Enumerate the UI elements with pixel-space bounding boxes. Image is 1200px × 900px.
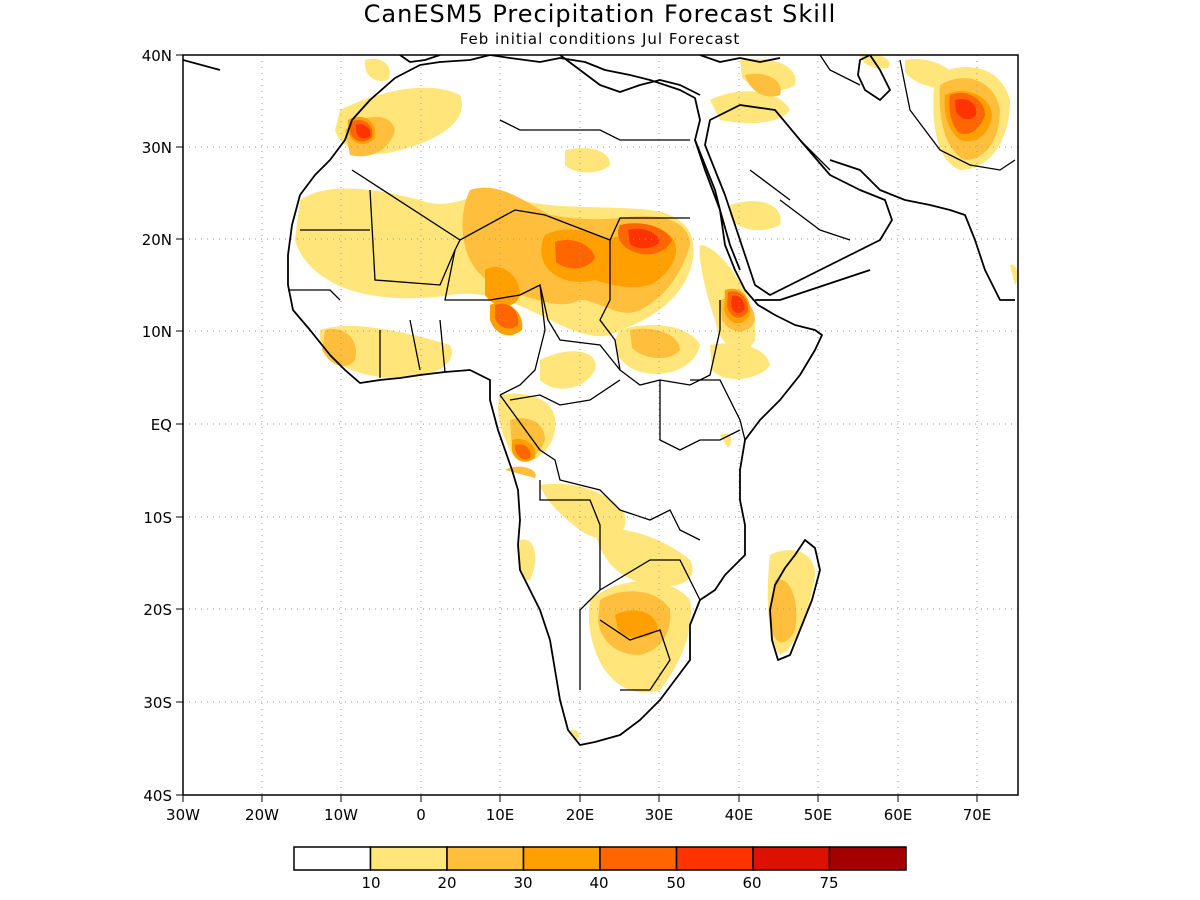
lat-label: 10N: [142, 323, 172, 341]
lat-label: 40S: [143, 787, 172, 805]
lon-label: 50E: [804, 806, 833, 824]
colorbar-label: 10: [361, 874, 380, 892]
colorbar-swatch: [522, 846, 601, 871]
lon-label: 70E: [963, 806, 992, 824]
lon-label: 10W: [324, 806, 358, 824]
lat-axis: 40N 30N 20N 10N EQ 10S 20S 30S 40S: [142, 47, 183, 805]
lat-label: 10S: [143, 509, 172, 527]
colorbar-label: 40: [589, 874, 608, 892]
lat-label: 30S: [143, 694, 172, 712]
lat-label: 30N: [142, 139, 172, 157]
colorbar-swatch: [446, 846, 525, 871]
lat-label: 20N: [142, 231, 172, 249]
colorbar-label: 20: [437, 874, 456, 892]
colorbar-label: 30: [513, 874, 532, 892]
lat-label: 40N: [142, 47, 172, 65]
lon-label: 30W: [166, 806, 200, 824]
colorbar-swatch: [293, 846, 372, 871]
lon-axis: 30W 20W 10W 0 10E 20E 30E 40E 50E 60E 70…: [166, 795, 991, 824]
colorbar-label: 60: [742, 874, 761, 892]
colorbar-swatch: [599, 846, 678, 871]
lat-label: 20S: [143, 601, 172, 619]
lat-label: EQ: [151, 416, 172, 434]
lon-label: 0: [416, 806, 426, 824]
lon-label: 20E: [566, 806, 595, 824]
colorbar-label: 75: [819, 874, 838, 892]
plot-area: [183, 55, 1018, 795]
colorbar-swatch: [828, 846, 907, 871]
lon-label: 40E: [725, 806, 754, 824]
colorbar-swatch: [675, 846, 754, 871]
plot-frame: [182, 54, 1019, 796]
country-borders: [288, 55, 1016, 691]
map-title: CanESM5 Precipitation Forecast Skill: [364, 0, 837, 28]
lon-label: 10E: [486, 806, 515, 824]
skill-shading: [295, 55, 1018, 742]
colorbar-label: 50: [666, 874, 685, 892]
colorbar: 10 20 30 40 50 60 75: [293, 846, 907, 892]
lon-label: 30E: [645, 806, 674, 824]
lon-label: 20W: [245, 806, 279, 824]
map-subtitle: Feb initial conditions Jul Forecast: [460, 30, 741, 48]
colorbar-swatch: [369, 846, 448, 871]
lon-label: 60E: [884, 806, 913, 824]
colorbar-swatch: [752, 846, 831, 871]
